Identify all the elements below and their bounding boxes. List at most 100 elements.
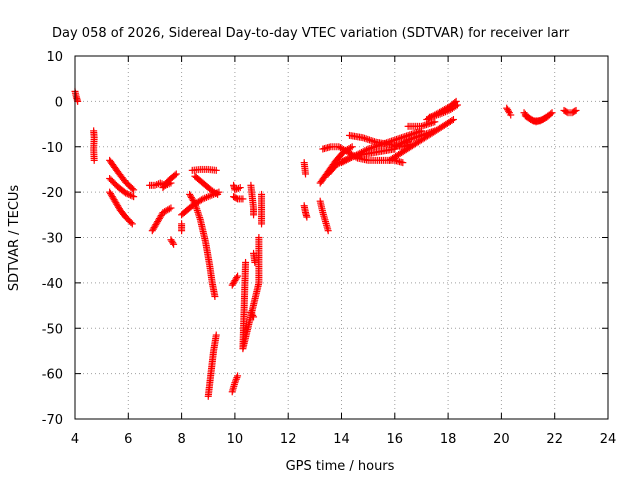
data-point [233, 274, 241, 282]
data-point [125, 190, 133, 198]
data-point [449, 116, 457, 124]
y-axis-label: SDTVAR / TECUs [7, 185, 22, 292]
data-point [505, 107, 513, 115]
data-point [214, 190, 222, 198]
x-tick-label: 20 [493, 432, 510, 447]
data-point [249, 311, 257, 319]
plot-frame [74, 55, 609, 420]
data-point [399, 138, 407, 146]
x-tick-label: 24 [600, 432, 617, 447]
data-point [303, 213, 311, 221]
data-point [397, 139, 405, 147]
y-tick-label: 0 [55, 95, 63, 110]
data-point [351, 152, 359, 160]
data-point [239, 195, 247, 203]
data-point [344, 155, 352, 163]
grid-lines [74, 55, 609, 420]
data-point [167, 204, 175, 212]
x-tick-label: 16 [387, 432, 404, 447]
data-point [361, 147, 369, 155]
data-point [234, 372, 242, 380]
data-point [525, 115, 533, 123]
data-point [250, 313, 258, 321]
data-point [153, 181, 161, 189]
x-tick-label: 18 [440, 432, 457, 447]
data-point [232, 194, 240, 202]
data-point [338, 159, 345, 167]
data-point [302, 170, 310, 178]
data-point [545, 111, 553, 119]
data-point [401, 138, 409, 146]
data-point [233, 374, 241, 382]
data-point [347, 154, 355, 162]
chart-title: Day 058 of 2026, Sidereal Day-to-day VTE… [52, 26, 570, 41]
data-point [130, 193, 138, 201]
data-point [349, 153, 357, 161]
y-tick-label: 10 [46, 50, 63, 65]
y-tick-label: -60 [42, 368, 63, 383]
y-tick-labels: 10 0 -10 -20 -30 -40 -50 -60 -70 [42, 50, 63, 428]
data-point [346, 154, 354, 162]
data-point [170, 240, 178, 248]
x-tick-label: 22 [546, 432, 563, 447]
data-point [402, 137, 410, 145]
data-point [357, 148, 365, 156]
data-point [250, 211, 258, 219]
y-tick-label: -10 [42, 141, 63, 156]
data-point [178, 227, 186, 235]
y-tick-label: -40 [42, 277, 63, 292]
data-point [123, 190, 131, 198]
data-point [453, 101, 461, 109]
y-tick-label: -30 [42, 232, 63, 247]
data-point [431, 118, 439, 126]
data-point [392, 142, 400, 150]
data-point [362, 146, 370, 154]
x-tick-label: 12 [280, 432, 297, 447]
data-point [128, 185, 136, 193]
data-point [169, 239, 177, 247]
data-point [356, 149, 364, 157]
data-point [431, 127, 439, 135]
data-point [391, 143, 399, 151]
x-tick-label: 8 [177, 432, 185, 447]
y-tick-label: -20 [42, 186, 63, 201]
data-point [232, 375, 240, 383]
data-point [563, 108, 571, 116]
x-tick-labels: 4 6 8 10 12 14 16 18 20 22 24 [71, 432, 616, 447]
data-point [399, 159, 407, 167]
data-point [448, 116, 456, 124]
x-tick-label: 10 [227, 432, 244, 447]
data-point [258, 220, 266, 228]
data-point [347, 144, 355, 152]
x-tick-label: 14 [333, 432, 350, 447]
data-point [572, 106, 580, 114]
data-point [212, 189, 220, 197]
data-point [339, 158, 347, 166]
data-point [130, 186, 138, 194]
data-point [197, 196, 205, 204]
data-marks [71, 87, 580, 400]
data-point [127, 219, 135, 227]
data-point [341, 157, 349, 165]
data-point [122, 189, 130, 197]
y-tick-label: -50 [42, 322, 63, 337]
data-point [359, 148, 367, 156]
data-point [394, 141, 402, 149]
data-point [507, 111, 515, 119]
data-point [211, 292, 219, 300]
data-point [212, 331, 220, 339]
data-point [128, 192, 136, 200]
data-point [396, 140, 404, 148]
data-point [165, 205, 173, 213]
data-point [159, 184, 167, 192]
data-point [352, 151, 360, 159]
data-point [90, 156, 98, 164]
data-point [324, 227, 332, 235]
data-point [234, 272, 242, 280]
data-point [160, 182, 168, 190]
data-point [126, 191, 134, 199]
data-point [544, 112, 552, 120]
data-point [354, 150, 362, 158]
data-point [571, 107, 579, 115]
